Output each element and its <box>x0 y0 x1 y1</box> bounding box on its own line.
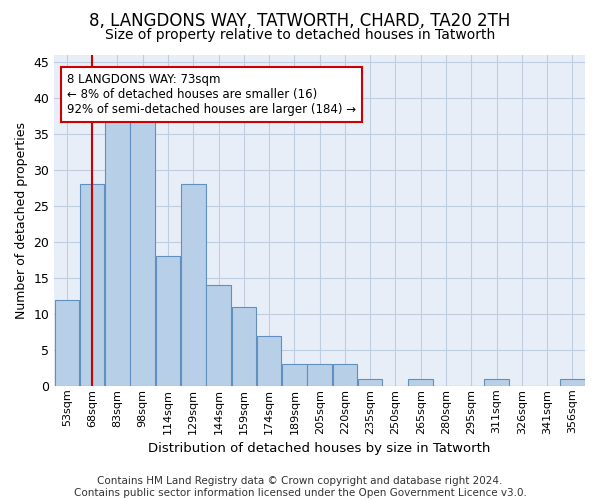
Bar <box>156 256 180 386</box>
Y-axis label: Number of detached properties: Number of detached properties <box>15 122 28 319</box>
Bar <box>560 378 584 386</box>
Bar <box>409 378 433 386</box>
X-axis label: Distribution of detached houses by size in Tatworth: Distribution of detached houses by size … <box>148 442 491 455</box>
Bar <box>130 120 155 386</box>
Text: 8, LANGDONS WAY, TATWORTH, CHARD, TA20 2TH: 8, LANGDONS WAY, TATWORTH, CHARD, TA20 2… <box>89 12 511 30</box>
Text: Contains HM Land Registry data © Crown copyright and database right 2024.
Contai: Contains HM Land Registry data © Crown c… <box>74 476 526 498</box>
Text: 8 LANGDONS WAY: 73sqm
← 8% of detached houses are smaller (16)
92% of semi-detac: 8 LANGDONS WAY: 73sqm ← 8% of detached h… <box>67 73 356 116</box>
Bar <box>206 285 231 386</box>
Bar <box>181 184 206 386</box>
Bar <box>282 364 307 386</box>
Bar <box>55 300 79 386</box>
Bar <box>307 364 332 386</box>
Bar <box>105 120 130 386</box>
Bar <box>484 378 509 386</box>
Bar <box>358 378 382 386</box>
Bar <box>232 307 256 386</box>
Bar <box>332 364 357 386</box>
Bar <box>257 336 281 386</box>
Bar <box>80 184 104 386</box>
Text: Size of property relative to detached houses in Tatworth: Size of property relative to detached ho… <box>105 28 495 42</box>
